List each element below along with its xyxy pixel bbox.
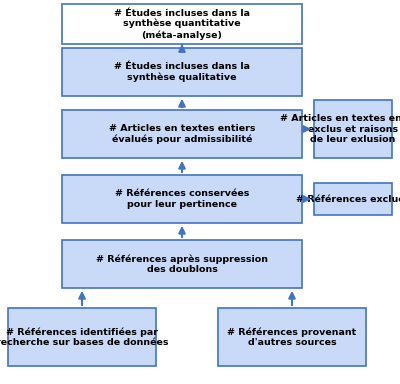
FancyBboxPatch shape	[62, 175, 302, 223]
Text: # Références conservées
pour leur pertinence: # Références conservées pour leur pertin…	[115, 189, 249, 209]
FancyBboxPatch shape	[62, 240, 302, 288]
Text: # Articles en textes entiers
exclus et raisons
de leur exlusion: # Articles en textes entiers exclus et r…	[280, 114, 400, 144]
Text: # Références provenant
d'autres sources: # Références provenant d'autres sources	[227, 327, 357, 347]
Text: # Références exclues: # Références exclues	[296, 195, 400, 204]
FancyBboxPatch shape	[218, 308, 366, 366]
Text: # Études incluses dans la
synthèse qualitative: # Études incluses dans la synthèse quali…	[114, 62, 250, 82]
Text: # Références après suppression
des doublons: # Références après suppression des doubl…	[96, 254, 268, 274]
FancyBboxPatch shape	[8, 308, 156, 366]
Text: # Articles en textes entiers
évalués pour admissibilité: # Articles en textes entiers évalués pou…	[109, 124, 255, 144]
Text: # Études incluses dans la
synthèse quantitative
(méta-analyse): # Études incluses dans la synthèse quant…	[114, 8, 250, 40]
FancyBboxPatch shape	[314, 183, 392, 215]
Text: # Références identifiées par
recherche sur bases de données: # Références identifiées par recherche s…	[0, 327, 168, 347]
FancyBboxPatch shape	[62, 4, 302, 44]
FancyBboxPatch shape	[62, 110, 302, 158]
FancyBboxPatch shape	[62, 48, 302, 96]
FancyBboxPatch shape	[314, 100, 392, 158]
